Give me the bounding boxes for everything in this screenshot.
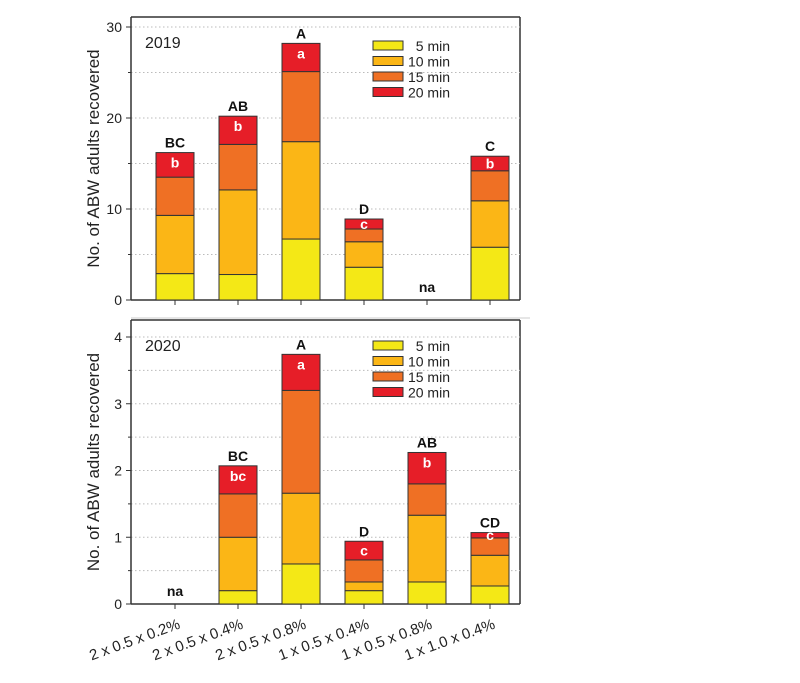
bar-segment-10-min [281, 141, 321, 240]
significance-label: C [485, 138, 495, 154]
panel-year-label: 2019 [145, 35, 181, 52]
significance-label: A [296, 336, 306, 352]
segment-significance-label: b [171, 155, 180, 171]
panel-year-label: 2020 [145, 338, 181, 355]
legend-swatch [372, 371, 404, 382]
y-tick-label: 4 [114, 329, 122, 345]
y-tick-label: 10 [106, 201, 122, 217]
bar-segment-15-min [407, 483, 447, 516]
bar-segment-5-min [155, 273, 195, 301]
bar-segment-5-min [470, 246, 510, 301]
bar-segment-15-min [344, 559, 384, 583]
bar-segment-10-min [155, 214, 195, 275]
significance-label: D [359, 523, 369, 539]
legend-swatch [372, 356, 404, 366]
legend-label: 5 min [416, 338, 450, 354]
y-axis-label: No. of ABW adults recovered [84, 49, 103, 267]
bar-segment-5-min [344, 266, 384, 301]
bar-segment-5-min [281, 238, 321, 301]
segment-significance-label: b [234, 118, 243, 134]
significance-label: D [359, 201, 369, 217]
bar-segment-5-min [281, 563, 321, 605]
y-tick-label: 0 [114, 292, 122, 308]
bar-segment-10-min [281, 492, 321, 565]
bar-segment-15-min [281, 71, 321, 143]
significance-label: BC [165, 135, 185, 151]
segment-significance-label: b [486, 156, 495, 172]
bar-segment-20-min [281, 42, 321, 73]
bar-segment-20-min [344, 218, 384, 230]
bar-segment-5-min [344, 590, 384, 605]
significance-label: AB [228, 98, 248, 114]
segment-significance-label: bc [230, 468, 247, 484]
bar-segment-15-min [218, 493, 258, 538]
bar-segment-15-min [470, 170, 510, 202]
segment-significance-label: c [486, 527, 494, 543]
bar-segment-20-min [407, 451, 447, 485]
legend-label: 15 min [408, 69, 450, 85]
legend-swatch [372, 387, 404, 397]
bar-segment-20-min [281, 353, 321, 391]
y-tick-label: 20 [106, 110, 122, 126]
panel-2020: 0 1 2 3 4 No. of ABW adults recovered 2020 na BC… [84, 319, 521, 664]
bar-segment-5-min [218, 590, 258, 605]
significance-label: na [419, 279, 436, 295]
legend-label: 20 min [408, 85, 450, 101]
segment-significance-label: a [297, 45, 305, 61]
legend-label: 20 min [408, 385, 450, 401]
significance-label: na [167, 583, 184, 599]
y-tick-label: 0 [114, 596, 122, 612]
bar-segment-5-min [407, 581, 447, 605]
legend-swatch [372, 71, 404, 82]
bar-segment-20-min [218, 115, 258, 145]
bar-segment-15-min [281, 389, 321, 494]
legend-swatch [372, 340, 404, 351]
bar-segment-20-min [155, 152, 195, 178]
bar-segment-20-min [218, 465, 258, 495]
legend-swatch [372, 87, 404, 97]
bar-segment-5-min [470, 585, 510, 605]
y-tick-label: 3 [114, 396, 122, 412]
segment-significance-label: a [297, 356, 305, 372]
significance-label: A [296, 25, 306, 41]
significance-label: CD [480, 515, 500, 531]
bar-segment-20-min [470, 155, 510, 172]
y-tick-label: 1 [114, 529, 122, 545]
significance-label: AB [417, 434, 437, 450]
legend-label: 15 min [408, 369, 450, 385]
legend-swatch [372, 40, 404, 51]
segment-significance-label: b [423, 454, 432, 470]
bar-segment-10-min [407, 514, 447, 583]
legend-label: 5 min [416, 38, 450, 54]
bar-segment-15-min [218, 143, 258, 191]
segment-significance-label: c [360, 216, 368, 232]
y-axis-label: No. of ABW adults recovered [84, 353, 103, 571]
bar-segment-15-min [155, 176, 195, 216]
bar-segment-10-min [218, 536, 258, 592]
legend-label: 10 min [408, 354, 450, 370]
y-tick-label: 30 [106, 19, 122, 35]
significance-label: BC [228, 448, 248, 464]
legend-swatch [372, 56, 404, 66]
bar-segment-5-min [218, 274, 258, 301]
bar-segment-10-min [470, 200, 510, 248]
legend-label: 10 min [408, 54, 450, 70]
bar-segment-10-min [470, 554, 510, 587]
bar-segment-20-min [470, 532, 510, 539]
y-tick-label: 2 [114, 463, 122, 479]
segment-significance-label: c [360, 543, 368, 559]
bar-segment-20-min [344, 540, 384, 561]
bar-segment-10-min [218, 189, 258, 276]
bar-segment-10-min [344, 581, 384, 592]
bar-segment-10-min [344, 241, 384, 268]
